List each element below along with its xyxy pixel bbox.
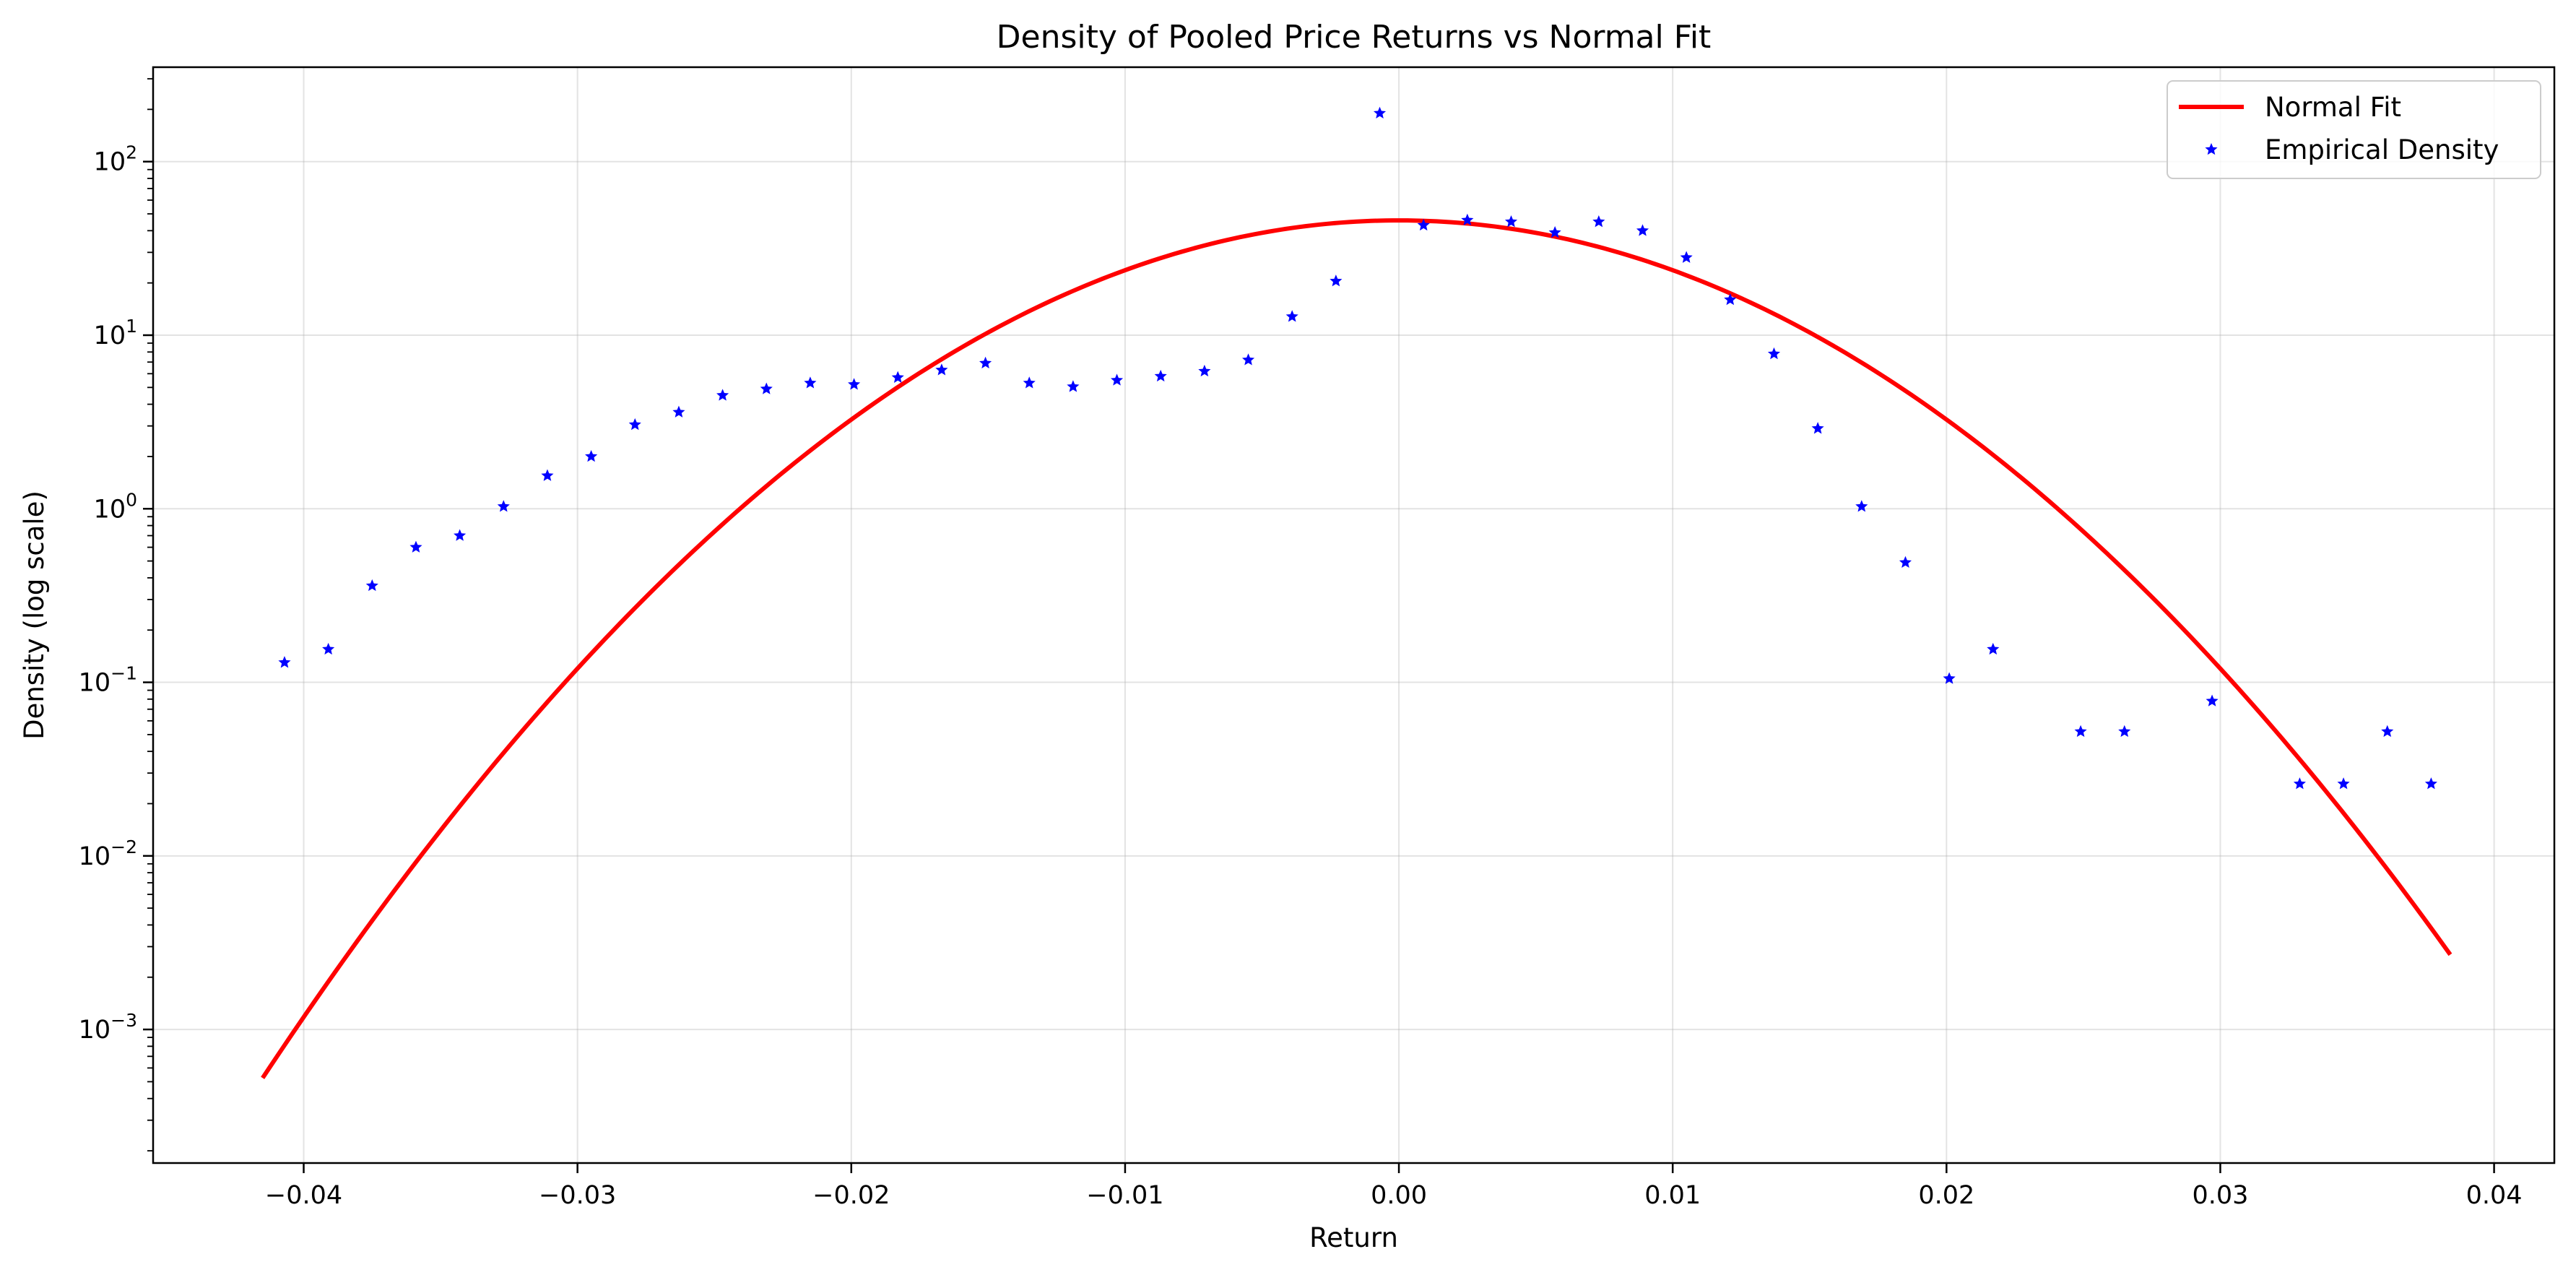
empirical-density-point <box>322 642 335 655</box>
legend-normal-fit-label: Normal Fit <box>2265 92 2401 123</box>
empirical-density-point <box>1373 106 1387 119</box>
x-tick-label: −0.02 <box>812 1181 890 1210</box>
empirical-density-point <box>1636 224 1649 236</box>
empirical-density-point <box>1899 556 1912 568</box>
empirical-density-point <box>848 378 861 390</box>
legend-empirical-density-swatch <box>2205 143 2218 155</box>
empirical-density-point <box>1943 672 1956 684</box>
empirical-density-point <box>716 389 729 401</box>
empirical-density-point <box>804 376 817 389</box>
legend-box <box>2167 80 2541 179</box>
plot-frame <box>152 66 2556 1164</box>
empirical-density-point <box>2293 777 2306 790</box>
empirical-density-point <box>2206 694 2219 706</box>
empirical-density-point <box>497 500 510 512</box>
x-tick-label: −0.03 <box>539 1181 616 1210</box>
x-tick-label: 0.04 <box>2466 1181 2523 1210</box>
grid <box>153 67 2554 1163</box>
x-tick-label: 0.03 <box>2192 1181 2248 1210</box>
empirical-density-point <box>1461 213 1474 226</box>
empirical-density-point <box>2118 725 2131 738</box>
empirical-density-point <box>1417 218 1430 231</box>
empirical-density-point <box>1241 353 1255 366</box>
empirical-density-point <box>541 469 554 481</box>
x-tick-label: 0.01 <box>1644 1181 1701 1210</box>
x-tick-label: 0.02 <box>1918 1181 1974 1210</box>
axis-ticks: −0.04 −0.03 −0.02 −0.01 0.00 0.01 0.02 0.03 0.04… <box>79 78 2523 1210</box>
empirical-density-point <box>1504 215 1518 228</box>
empirical-density-point <box>1987 642 2000 655</box>
empirical-density-point <box>2424 777 2437 790</box>
empirical-density-point <box>979 356 992 368</box>
empirical-density-point <box>760 382 773 394</box>
empirical-density-point <box>585 449 598 462</box>
x-tick-label: −0.04 <box>265 1181 342 1210</box>
empirical-density-point <box>1110 373 1124 386</box>
empirical-density-point <box>628 418 641 431</box>
empirical-density-point <box>1724 293 1737 306</box>
empirical-density-point <box>1023 376 1036 389</box>
x-axis-label: Return <box>1309 1222 1398 1253</box>
empirical-density-point <box>278 656 291 668</box>
empirical-density-point <box>409 540 422 553</box>
chart-title: Density of Pooled Price Returns vs Norma… <box>997 19 1712 56</box>
empirical-density-point <box>1767 347 1781 360</box>
empirical-density-point <box>891 371 904 383</box>
plot-data <box>261 106 2453 1079</box>
empirical-density-point <box>1680 251 1693 263</box>
empirical-density-point <box>935 363 948 376</box>
y-tick-label: 10−2 <box>79 837 137 871</box>
normal-fit-line <box>261 218 2453 1079</box>
empirical-density-point <box>1067 380 1080 392</box>
empirical-density-point <box>2381 725 2394 738</box>
empirical-density-point <box>1330 275 1343 287</box>
empirical-density-point <box>1548 225 1561 238</box>
empirical-density-point <box>1592 215 1605 228</box>
y-tick-label: 100 <box>94 489 137 524</box>
y-tick-label: 101 <box>94 316 137 350</box>
empirical-density-point <box>2337 777 2350 790</box>
empirical-density-point <box>2074 725 2087 738</box>
empirical-density-point <box>1285 310 1298 322</box>
empirical-density-point <box>454 529 467 541</box>
empirical-density-point <box>672 405 685 418</box>
y-tick-label: 10−1 <box>79 663 137 698</box>
y-tick-label: 102 <box>94 142 137 177</box>
x-tick-label: −0.01 <box>1086 1181 1163 1210</box>
empirical-density-point <box>365 579 378 592</box>
legend: Normal Fit Empirical Density <box>2167 80 2541 179</box>
empirical-density-point <box>1198 364 1211 377</box>
y-tick-label: 10−3 <box>79 1010 137 1045</box>
legend-empirical-density-label: Empirical Density <box>2265 134 2499 165</box>
x-tick-label: 0.00 <box>1371 1181 1427 1210</box>
y-axis-label: Density (log scale) <box>19 490 50 740</box>
empirical-density-point <box>1855 500 1868 512</box>
empirical-density-point <box>1154 369 1167 382</box>
empirical-density-point <box>1811 422 1824 434</box>
